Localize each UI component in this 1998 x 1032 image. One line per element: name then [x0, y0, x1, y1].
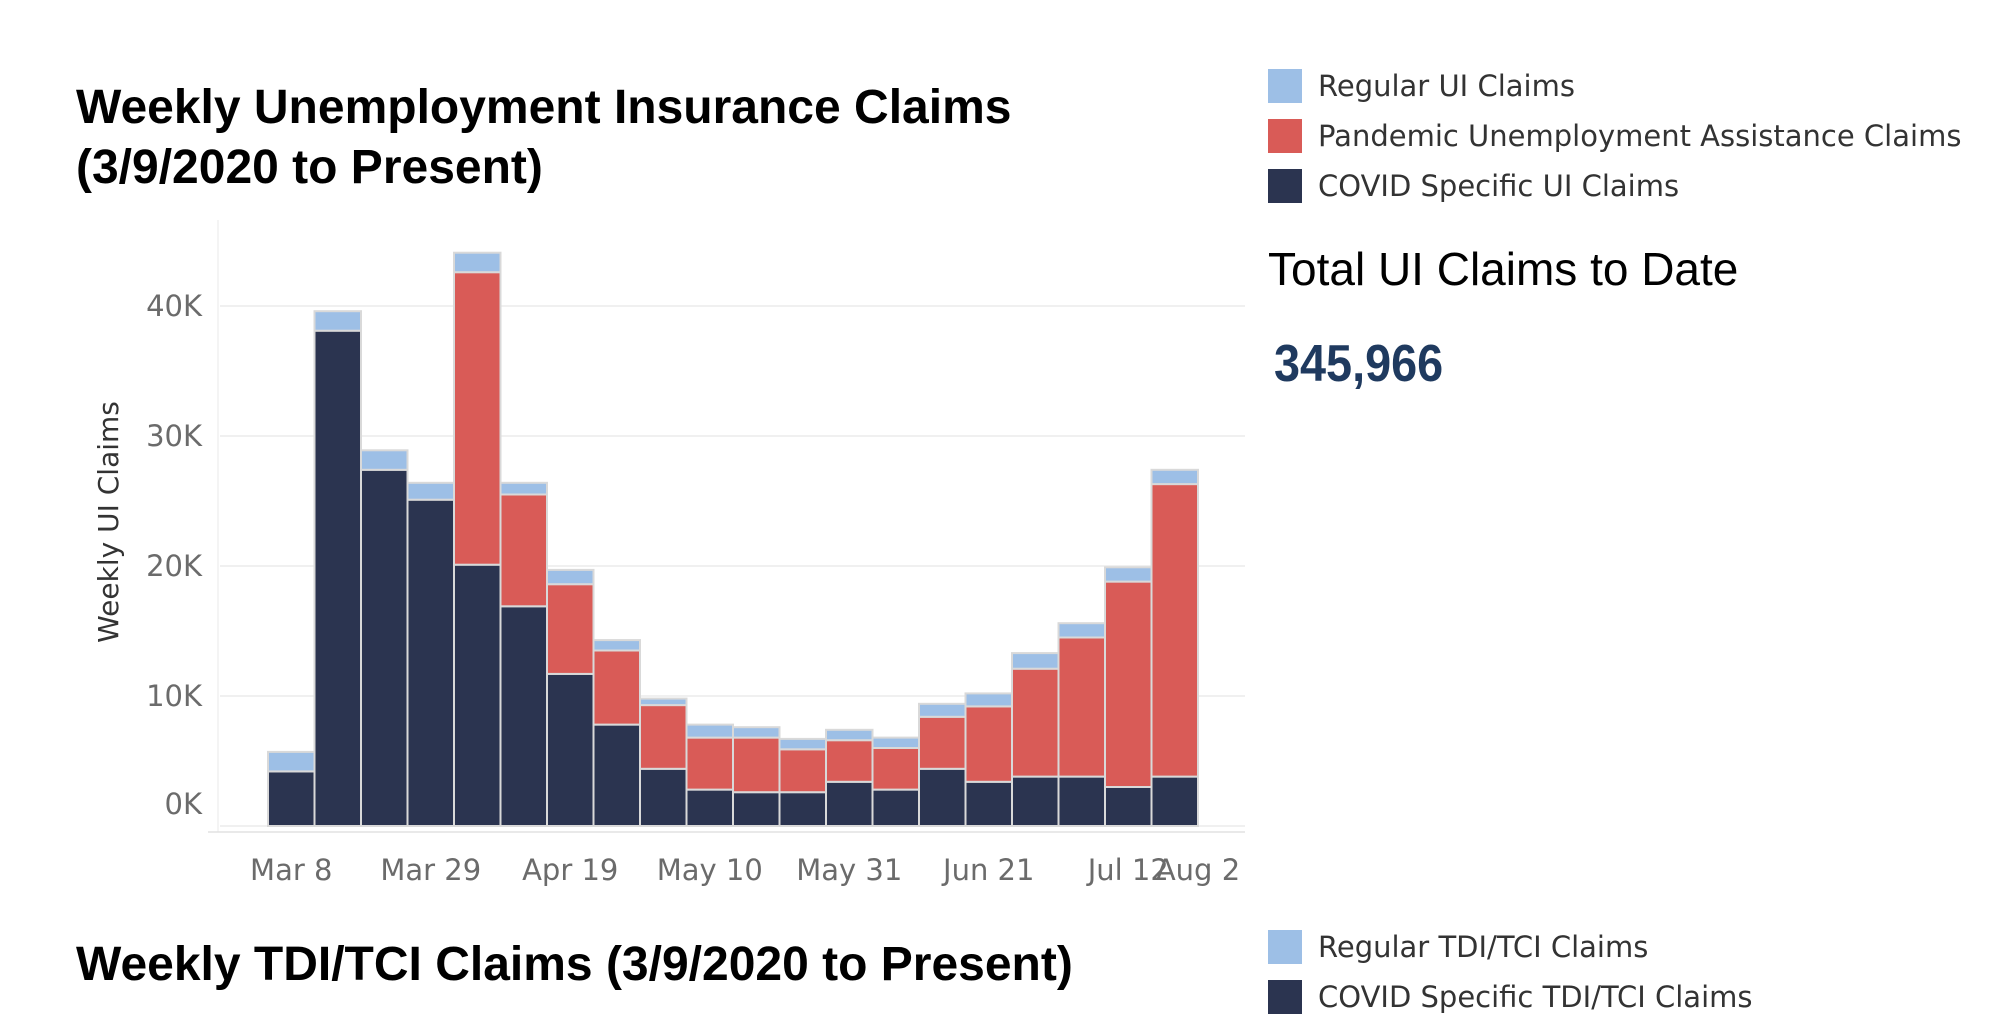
x-tick-label: Aug 2 — [1156, 853, 1240, 887]
bar-segment — [499, 481, 548, 496]
tdi-chart-title: Weekly TDI/TCI Claims (3/9/2020 to Prese… — [76, 938, 1073, 991]
bar-segment — [1057, 775, 1106, 827]
bar-segment — [592, 723, 641, 827]
x-tick-label: Apr 19 — [522, 853, 618, 887]
bar-segment — [406, 481, 455, 501]
legend-label: COVID Specific UI Claims — [1318, 169, 1680, 203]
bar-segment — [1011, 652, 1060, 670]
bar-segment — [964, 780, 1013, 827]
bar-segment — [918, 715, 967, 770]
bar-segment — [1011, 667, 1060, 778]
bar-segment — [732, 791, 781, 828]
x-tick-label: Jul 12 — [1086, 853, 1169, 887]
bar-segment — [778, 791, 827, 828]
bar-segment — [592, 639, 641, 652]
y-axis-ticks: 0K 10K 20K 30K 40K — [146, 289, 203, 821]
y-tick-label: 40K — [146, 289, 203, 323]
bar-segment — [499, 493, 548, 608]
bar-segment — [825, 728, 874, 742]
bar-segment — [964, 705, 1013, 783]
legend-swatch-covid-tdi — [1268, 980, 1302, 1014]
bar-segment — [453, 251, 502, 274]
bar-segment — [918, 702, 967, 718]
y-tick-label: 30K — [146, 419, 203, 453]
bar-segment — [685, 788, 734, 827]
bar-segment — [1011, 775, 1060, 827]
legend-swatch-regular-tdi — [1268, 930, 1302, 964]
bar-segment — [1150, 775, 1199, 827]
bar-segment — [360, 468, 409, 827]
y-tick-label: 20K — [146, 549, 203, 583]
legend-item-pua: Pandemic Unemployment Assistance Claims — [1268, 111, 1961, 161]
y-tick-label: 10K — [146, 679, 203, 713]
x-tick-label: May 10 — [657, 853, 763, 887]
tdi-legend: Regular TDI/TCI Claims COVID Specific TD… — [1268, 922, 1753, 1022]
legend-label: Regular UI Claims — [1318, 69, 1575, 103]
bar-segment — [499, 605, 548, 827]
x-tick-label: May 31 — [796, 853, 902, 887]
bar-segment — [871, 788, 920, 827]
bar-segment — [825, 780, 874, 827]
y-tick-label: 0K — [165, 787, 203, 821]
x-tick-label: Mar 8 — [250, 853, 332, 887]
bar-segment — [1104, 566, 1153, 583]
bar-segment — [1104, 580, 1153, 788]
bar-segment — [546, 672, 595, 828]
bar-segment — [778, 748, 827, 794]
bar-segment — [313, 329, 362, 827]
bar-segment — [592, 649, 641, 726]
bar-segment — [871, 747, 920, 791]
bar-segment — [685, 736, 734, 791]
bar-segment — [639, 704, 688, 770]
bar-segment — [732, 736, 781, 794]
x-axis-ticks: Mar 8 Mar 29 Apr 19 May 10 May 31 Jun 21 Jul 1… — [250, 853, 1240, 887]
total-claims-value: 345,966 — [1274, 335, 1444, 393]
bar-segment — [453, 271, 502, 566]
legend-label: COVID Specific TDI/TCI Claims — [1318, 980, 1753, 1014]
bar-segment — [639, 697, 688, 707]
bar-segment — [453, 563, 502, 827]
bar-segment — [1104, 786, 1153, 827]
bar-segment — [639, 767, 688, 827]
bar-segment — [732, 726, 781, 739]
legend-label: Pandemic Unemployment Assistance Claims — [1318, 119, 1962, 153]
y-axis-label: Weekly UI Claims — [92, 401, 125, 643]
legend-swatch-regular — [1268, 69, 1302, 103]
bar-segment — [1057, 622, 1106, 639]
total-claims-title: Total UI Claims to Date — [1268, 243, 1739, 295]
bar-segment — [871, 736, 920, 749]
bar-segment — [1150, 483, 1199, 778]
x-tick-label: Jun 21 — [941, 853, 1034, 887]
x-tick-label: Mar 29 — [380, 853, 481, 887]
bar-segment — [267, 750, 316, 773]
legend-item-covid-ui: COVID Specific UI Claims — [1268, 161, 1961, 211]
bar-segment — [1150, 468, 1199, 486]
bar-segment — [778, 737, 827, 751]
legend-swatch-covid — [1268, 169, 1302, 203]
bar-segment — [546, 583, 595, 675]
legend-label: Regular TDI/TCI Claims — [1318, 930, 1649, 964]
bar-segment — [685, 723, 734, 739]
ui-chart-title: Weekly Unemployment Insurance Claims (3/… — [76, 81, 1012, 194]
bar-segment — [1057, 636, 1106, 778]
bar-segment — [406, 498, 455, 827]
bar-segment — [918, 767, 967, 827]
bar-segment — [267, 770, 316, 828]
legend-item-covid-tdi: COVID Specific TDI/TCI Claims — [1268, 972, 1753, 1022]
legend-swatch-pua — [1268, 119, 1302, 153]
bar-segment — [546, 568, 595, 586]
bar-segment — [313, 310, 362, 332]
bar-segment — [964, 692, 1013, 708]
bar-segment — [360, 449, 409, 471]
ui-legend: Regular UI Claims Pandemic Unemployment … — [1268, 61, 1961, 211]
legend-item-regular-tdi: Regular TDI/TCI Claims — [1268, 922, 1753, 972]
bars — [267, 251, 1199, 828]
legend-item-regular-ui: Regular UI Claims — [1268, 61, 1961, 111]
bar-segment — [825, 739, 874, 783]
